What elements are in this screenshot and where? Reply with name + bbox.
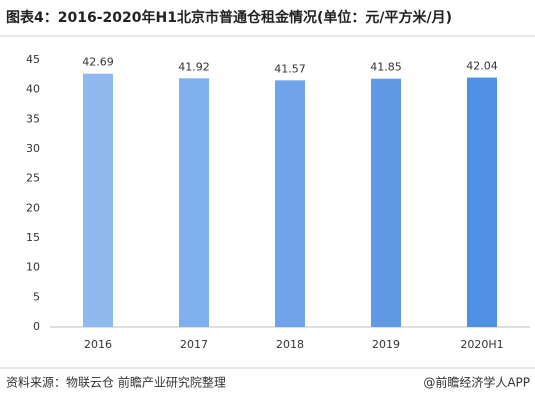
y-tick-label: 5 bbox=[33, 290, 40, 303]
y-tick-label: 30 bbox=[26, 142, 40, 155]
value-label: 41.85 bbox=[370, 61, 402, 74]
y-tick-label: 35 bbox=[26, 112, 40, 125]
y-tick-label: 0 bbox=[33, 320, 40, 333]
credit: @前瞻经济学人APP bbox=[423, 375, 530, 390]
bar bbox=[275, 80, 305, 327]
chart-title: 图表4：2016-2020年H1北京市普通仓租金情况(单位：元/平方米/月) bbox=[6, 9, 452, 26]
bar bbox=[83, 73, 113, 328]
value-label: 41.92 bbox=[178, 60, 210, 73]
bar bbox=[179, 78, 209, 328]
y-tick-label: 25 bbox=[26, 172, 40, 185]
y-tick-label: 40 bbox=[26, 83, 40, 96]
x-tick-label: 2019 bbox=[372, 338, 400, 351]
value-label: 42.69 bbox=[82, 56, 114, 69]
value-label: 42.04 bbox=[466, 60, 498, 73]
value-label: 41.57 bbox=[274, 62, 306, 75]
source: 资料来源：物联云仓 前瞻产业研究院整理 bbox=[6, 375, 226, 390]
y-tick-label: 15 bbox=[26, 231, 40, 244]
bar bbox=[467, 77, 497, 327]
y-tick-label: 45 bbox=[26, 53, 40, 66]
y-tick-label: 20 bbox=[26, 201, 40, 214]
x-tick-label: 2018 bbox=[276, 338, 304, 351]
x-tick-label: 2016 bbox=[84, 338, 112, 351]
x-tick-label: 2020H1 bbox=[460, 338, 503, 351]
x-tick-label: 2017 bbox=[180, 338, 208, 351]
y-tick-label: 10 bbox=[26, 261, 40, 274]
bar bbox=[371, 78, 401, 327]
